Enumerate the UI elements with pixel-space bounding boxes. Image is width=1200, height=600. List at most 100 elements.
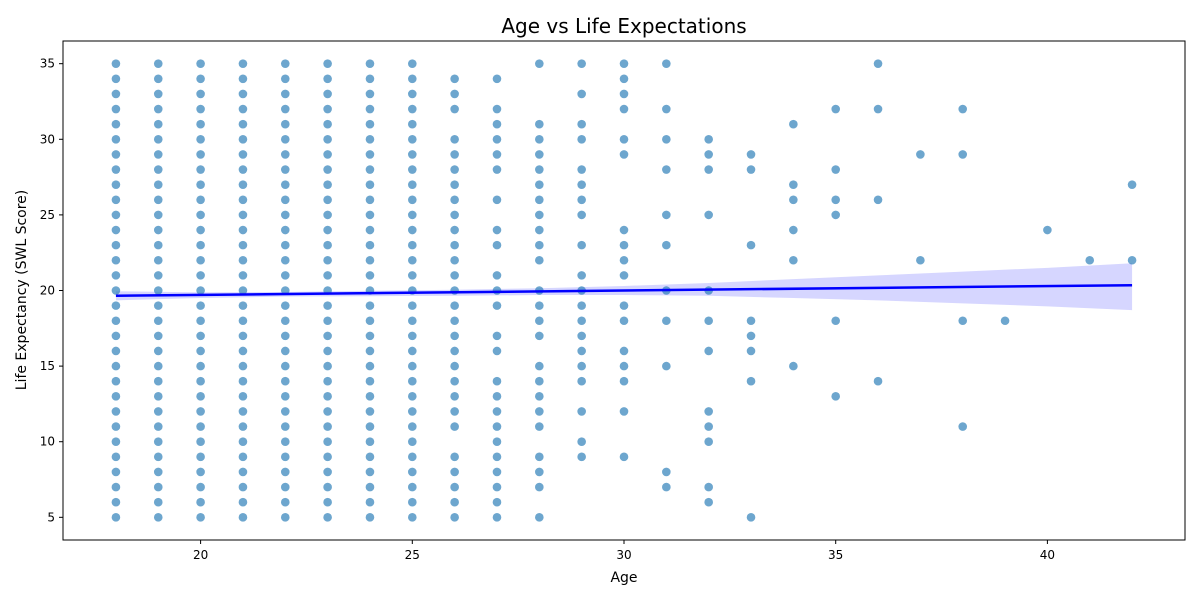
data-point [408, 195, 417, 205]
data-point [153, 392, 163, 401]
data-point [408, 150, 417, 159]
data-point [450, 255, 459, 265]
data-point [492, 452, 502, 462]
data-point [577, 89, 586, 99]
data-point [450, 331, 459, 341]
data-point [365, 150, 375, 159]
data-point [365, 180, 375, 189]
data-point [958, 104, 968, 114]
data-point [450, 89, 459, 99]
data-point [323, 482, 332, 492]
x-tick-label: 30 [616, 548, 631, 562]
data-point [196, 286, 205, 295]
data-point [873, 195, 883, 205]
data-point [535, 180, 544, 189]
data-point [111, 316, 121, 326]
data-point [153, 376, 163, 386]
y-tick-label: 15 [40, 359, 55, 373]
data-point [408, 59, 417, 68]
data-point [323, 104, 332, 114]
data-point [916, 255, 925, 265]
data-point [535, 392, 544, 401]
data-point [704, 316, 713, 326]
data-point [238, 240, 248, 250]
data-point [408, 119, 417, 129]
data-point [408, 89, 417, 99]
data-point [619, 134, 629, 144]
data-point [746, 331, 756, 341]
data-point [577, 407, 586, 416]
data-point [238, 150, 248, 159]
data-point [746, 346, 756, 356]
data-point [111, 437, 121, 447]
data-point [408, 165, 417, 174]
data-point [323, 195, 332, 205]
data-point [577, 301, 586, 310]
data-point [280, 165, 290, 174]
data-point [492, 301, 502, 310]
data-point [153, 134, 163, 144]
data-point [111, 361, 121, 371]
data-point [704, 407, 713, 416]
data-point [280, 89, 290, 99]
data-point [153, 119, 163, 129]
data-point [408, 104, 417, 114]
y-tick-label: 25 [40, 208, 55, 222]
data-point [323, 361, 332, 371]
data-point [831, 316, 840, 326]
data-point [196, 150, 205, 159]
data-point [577, 271, 586, 280]
data-point [619, 407, 629, 416]
data-point [238, 316, 248, 326]
data-point [365, 74, 375, 84]
data-point [323, 422, 332, 431]
data-point [196, 134, 205, 144]
data-point [111, 497, 121, 507]
regression-line [115, 283, 1133, 298]
data-point [450, 316, 459, 326]
data-point [238, 437, 248, 447]
data-point [535, 513, 544, 522]
data-point [365, 407, 375, 416]
data-point [450, 74, 459, 84]
data-point [408, 240, 417, 250]
data-point [365, 346, 375, 356]
data-point [577, 180, 586, 189]
data-point [746, 513, 756, 522]
data-point [535, 225, 544, 235]
data-point [492, 482, 502, 492]
data-point [153, 467, 163, 477]
data-point [365, 331, 375, 341]
data-point [111, 74, 121, 84]
data-point [662, 467, 671, 477]
data-point [365, 165, 375, 174]
data-point [280, 467, 290, 477]
data-point [535, 165, 544, 174]
data-point [408, 437, 417, 447]
data-point [365, 452, 375, 462]
data-point [619, 74, 629, 84]
data-point [153, 407, 163, 416]
data-point [323, 134, 332, 144]
data-point [238, 346, 248, 356]
data-point [196, 59, 205, 68]
data-point [535, 119, 544, 129]
data-point [450, 150, 459, 159]
data-point [323, 331, 332, 341]
data-point [280, 422, 290, 431]
data-point [280, 104, 290, 114]
data-point [238, 467, 248, 477]
data-point [196, 240, 205, 250]
data-point [323, 497, 332, 507]
data-point [280, 513, 290, 522]
data-point [450, 361, 459, 371]
data-point [450, 497, 459, 507]
data-point [111, 165, 121, 174]
data-point [196, 301, 205, 310]
data-point [238, 392, 248, 401]
data-point [111, 255, 121, 265]
data-point [450, 210, 459, 220]
data-point [238, 255, 248, 265]
data-point [746, 150, 756, 159]
data-point [577, 361, 586, 371]
